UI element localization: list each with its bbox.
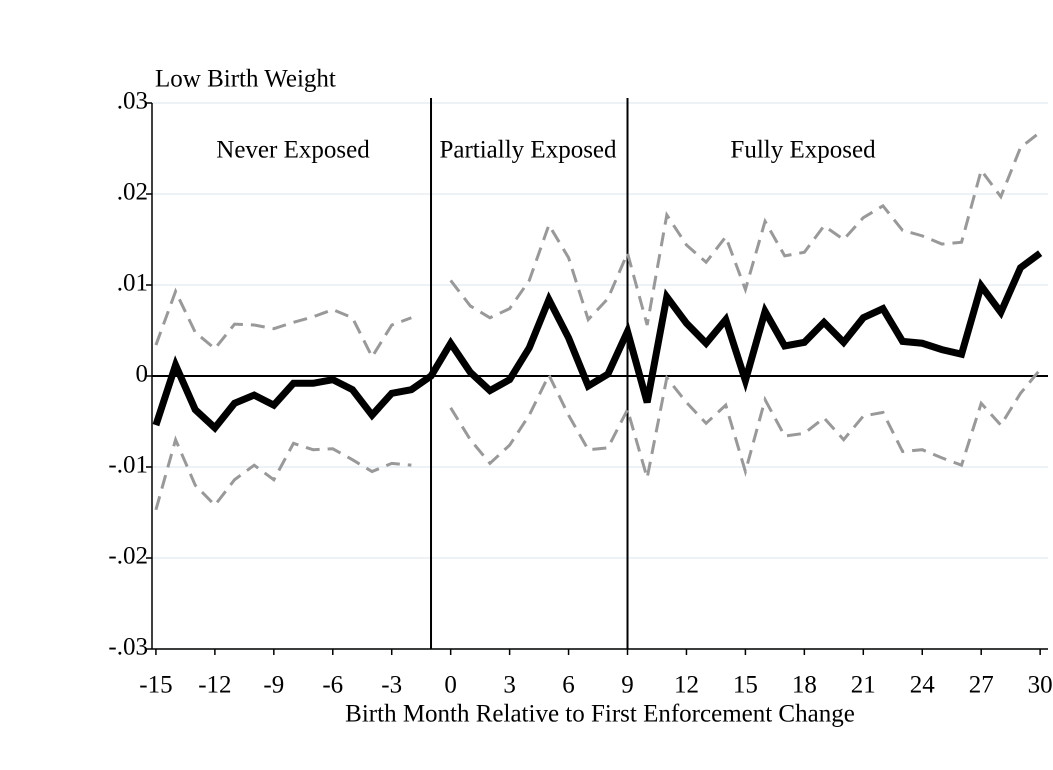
- annotation: Fully Exposed: [730, 137, 876, 164]
- x-tick-label: -12: [198, 672, 231, 699]
- x-tick-label: -15: [139, 672, 172, 699]
- x-tick-label: -6: [322, 672, 343, 699]
- x-tick-label: 30: [1028, 672, 1053, 699]
- y-axis-label: Low Birth Weight: [155, 66, 336, 93]
- x-tick-label: 24: [910, 672, 936, 699]
- x-tick-label: 18: [792, 672, 817, 699]
- x-tick-label: 12: [674, 672, 699, 699]
- x-tick-label: 21: [851, 672, 876, 699]
- y-tick-label: -.01: [108, 452, 148, 479]
- x-tick-label: 9: [621, 672, 634, 699]
- annotation: Never Exposed: [216, 137, 370, 164]
- x-tick-label: 3: [503, 672, 516, 699]
- y-tick-label: .02: [117, 179, 148, 206]
- y-tick-label: -.02: [108, 543, 148, 570]
- y-tick-label: -.03: [108, 634, 148, 661]
- series-line: [154, 130, 1042, 360]
- annotation: Partially Exposed: [439, 137, 617, 164]
- y-tick-label: .01: [117, 270, 148, 297]
- x-tick-label: 15: [733, 672, 758, 699]
- y-tick-label: 0: [136, 361, 149, 388]
- x-tick-label: 0: [444, 672, 457, 699]
- series-line: [154, 368, 1042, 511]
- x-tick-label: 6: [562, 672, 575, 699]
- x-tick-label: -3: [381, 672, 402, 699]
- x-axis-label: Birth Month Relative to First Enforcemen…: [345, 701, 855, 728]
- series-line: [152, 250, 1043, 433]
- y-tick-label: .03: [117, 88, 148, 115]
- x-tick-label: -9: [263, 672, 284, 699]
- x-tick-label: 27: [969, 672, 994, 699]
